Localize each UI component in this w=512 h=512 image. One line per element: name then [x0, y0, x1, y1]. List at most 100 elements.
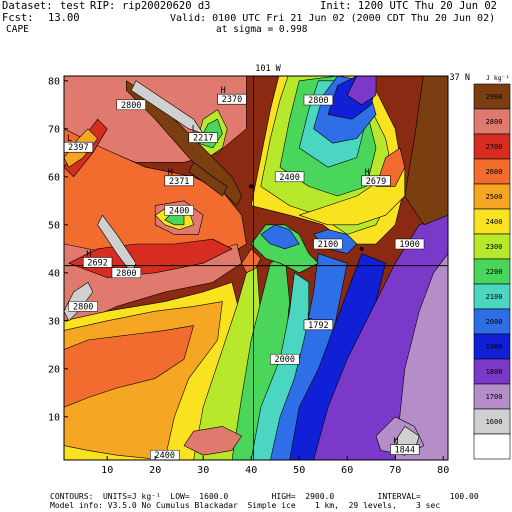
- top-label-left: 101 W: [255, 64, 281, 74]
- valid-time: Valid: 0100 UTC Fri 21 Jun 02 (2000 CDT …: [170, 13, 496, 24]
- extremum-box-1: [188, 132, 218, 143]
- x-tick-label-7: 80: [437, 465, 449, 476]
- contour-region-34: [188, 162, 228, 197]
- extremum-value-5: 2679: [366, 177, 386, 187]
- x-tick-label-4: 50: [293, 465, 305, 476]
- colorbar-swatch-2: [473, 133, 511, 160]
- y-tick-label-1: 20: [48, 364, 60, 375]
- contour-label-12: 2800: [116, 269, 136, 279]
- colorbar-label-3: 2600: [486, 168, 503, 176]
- rip-value: rip20020620 d3: [122, 0, 211, 12]
- y-tick-label-2: 30: [48, 316, 60, 327]
- colorbar-label-6: 2300: [486, 243, 503, 251]
- x-tick-label-6: 70: [389, 465, 401, 476]
- contour-region-27: [241, 248, 262, 274]
- extremum-box-7: [390, 444, 420, 455]
- colorbar-label-1: 2800: [486, 118, 503, 126]
- colorbar-label-13: 1600: [486, 418, 503, 426]
- rip-label: RIP:: [90, 0, 116, 12]
- colorbar-swatch-1: [473, 108, 511, 135]
- contour-label-box-10: [274, 171, 305, 183]
- colorbar-swatch-14: [473, 433, 511, 460]
- point-marker-1: [359, 246, 364, 251]
- dataset-label: Dataset:: [2, 0, 53, 12]
- contour-region-40: [183, 426, 242, 456]
- contour-region-37: [130, 80, 204, 134]
- contour-label-box-12: [111, 267, 142, 279]
- colorbar-label-10: 1900: [486, 343, 503, 351]
- extremum-box-6: [303, 319, 334, 331]
- colorbar-swatch-9: [473, 308, 511, 335]
- contour-label-16: 1900: [399, 240, 419, 250]
- extremum-marker-2: L: [67, 134, 72, 144]
- y-tick-label-3: 40: [48, 268, 60, 279]
- contour-label-box-14: [270, 353, 300, 365]
- extremum-value-7: 1844: [395, 446, 415, 456]
- contour-region-6: [64, 325, 194, 408]
- extremum-marker-1: L: [192, 125, 197, 135]
- point-marker-0: [249, 184, 254, 189]
- colorbar-label-2: 2700: [486, 143, 503, 151]
- extremum-value-3: 2371: [169, 177, 189, 187]
- y-tick-label-0: 10: [48, 412, 60, 423]
- colorbar-swatch-4: [473, 183, 511, 210]
- colorbar-swatch-6: [473, 233, 511, 260]
- y-tick-label-7: 80: [48, 76, 60, 87]
- extremum-box-5: [361, 175, 391, 187]
- contour-label-box-9: [164, 205, 194, 216]
- contour-region-25: [260, 224, 300, 250]
- dataset-value: test: [60, 0, 86, 12]
- contour-label-14: 2000: [275, 355, 295, 365]
- colorbar-label-7: 2200: [486, 268, 503, 276]
- contour-label-box-13: [68, 301, 98, 312]
- y-tick-label-6: 70: [48, 124, 60, 135]
- contour-label-box-11: [303, 94, 334, 106]
- field-name: CAPE: [6, 24, 29, 35]
- contour-region-14: [404, 76, 448, 226]
- extremum-marker-6: L: [307, 312, 312, 322]
- extremum-marker-3: H: [168, 168, 173, 178]
- extremum-marker-7: H: [393, 437, 398, 447]
- contour-label-15: 2100: [318, 240, 338, 250]
- extremum-box-0: [217, 93, 247, 105]
- colorbar-label-5: 2400: [486, 218, 503, 226]
- contours-info: CONTOURS: UNITS=J kg⁻¹ LOW= 1600.0 HIGH=…: [50, 492, 479, 501]
- contour-region-22: [298, 166, 406, 226]
- units-label: J kg⁻¹: [486, 74, 509, 82]
- contour-label-8: 2800: [121, 101, 141, 111]
- extremum-value-2: 2397: [68, 143, 88, 153]
- colorbar-swatch-5: [473, 208, 511, 235]
- model-info: Model info: V3.5.0 No Cumulus Blackadar …: [50, 501, 441, 510]
- colorbar-label-11: 1800: [486, 368, 503, 376]
- y-tick-label-4: 50: [48, 220, 60, 231]
- sigma-level: at sigma = 0.998: [216, 24, 308, 35]
- extremum-value-4: 2692: [87, 258, 107, 268]
- x-tick-label-0: 10: [101, 465, 113, 476]
- contour-label-10: 2400: [279, 173, 299, 183]
- contour-label-9: 2400: [169, 206, 189, 216]
- contour-fill-group: [64, 76, 448, 460]
- contour-region-21: [346, 76, 377, 106]
- x-tick-label-3: 40: [245, 465, 257, 476]
- contour-region-35: [97, 214, 137, 274]
- extremum-value-0: 2370: [222, 95, 242, 105]
- x-tick-label-2: 30: [197, 465, 209, 476]
- extremum-value-1: 2217: [193, 134, 213, 144]
- contour-label-17: 2400: [155, 451, 175, 461]
- colorbar-label-12: 1700: [486, 393, 503, 401]
- colorbar-swatch-0: [473, 83, 511, 110]
- init-time: Init: 1200 UTC Thu 20 Jun 02: [320, 0, 498, 12]
- plot-frame: [63, 75, 449, 461]
- colorbar-label-8: 2100: [486, 293, 503, 301]
- extremum-marker-0: H: [221, 86, 226, 96]
- fcst-value: 13.00: [48, 12, 80, 24]
- contour-region-13: [394, 253, 448, 460]
- colorbar-label-0: 2900: [486, 93, 503, 101]
- contour-label-box-16: [394, 238, 425, 250]
- x-tick-label-5: 60: [341, 465, 353, 476]
- extremum-marker-5: H: [365, 168, 370, 178]
- extremum-marker-4: H: [86, 249, 91, 259]
- colorbar-swatch-10: [473, 333, 511, 360]
- contour-label-13: 2800: [73, 302, 93, 312]
- colorbar-label-4: 2500: [486, 193, 503, 201]
